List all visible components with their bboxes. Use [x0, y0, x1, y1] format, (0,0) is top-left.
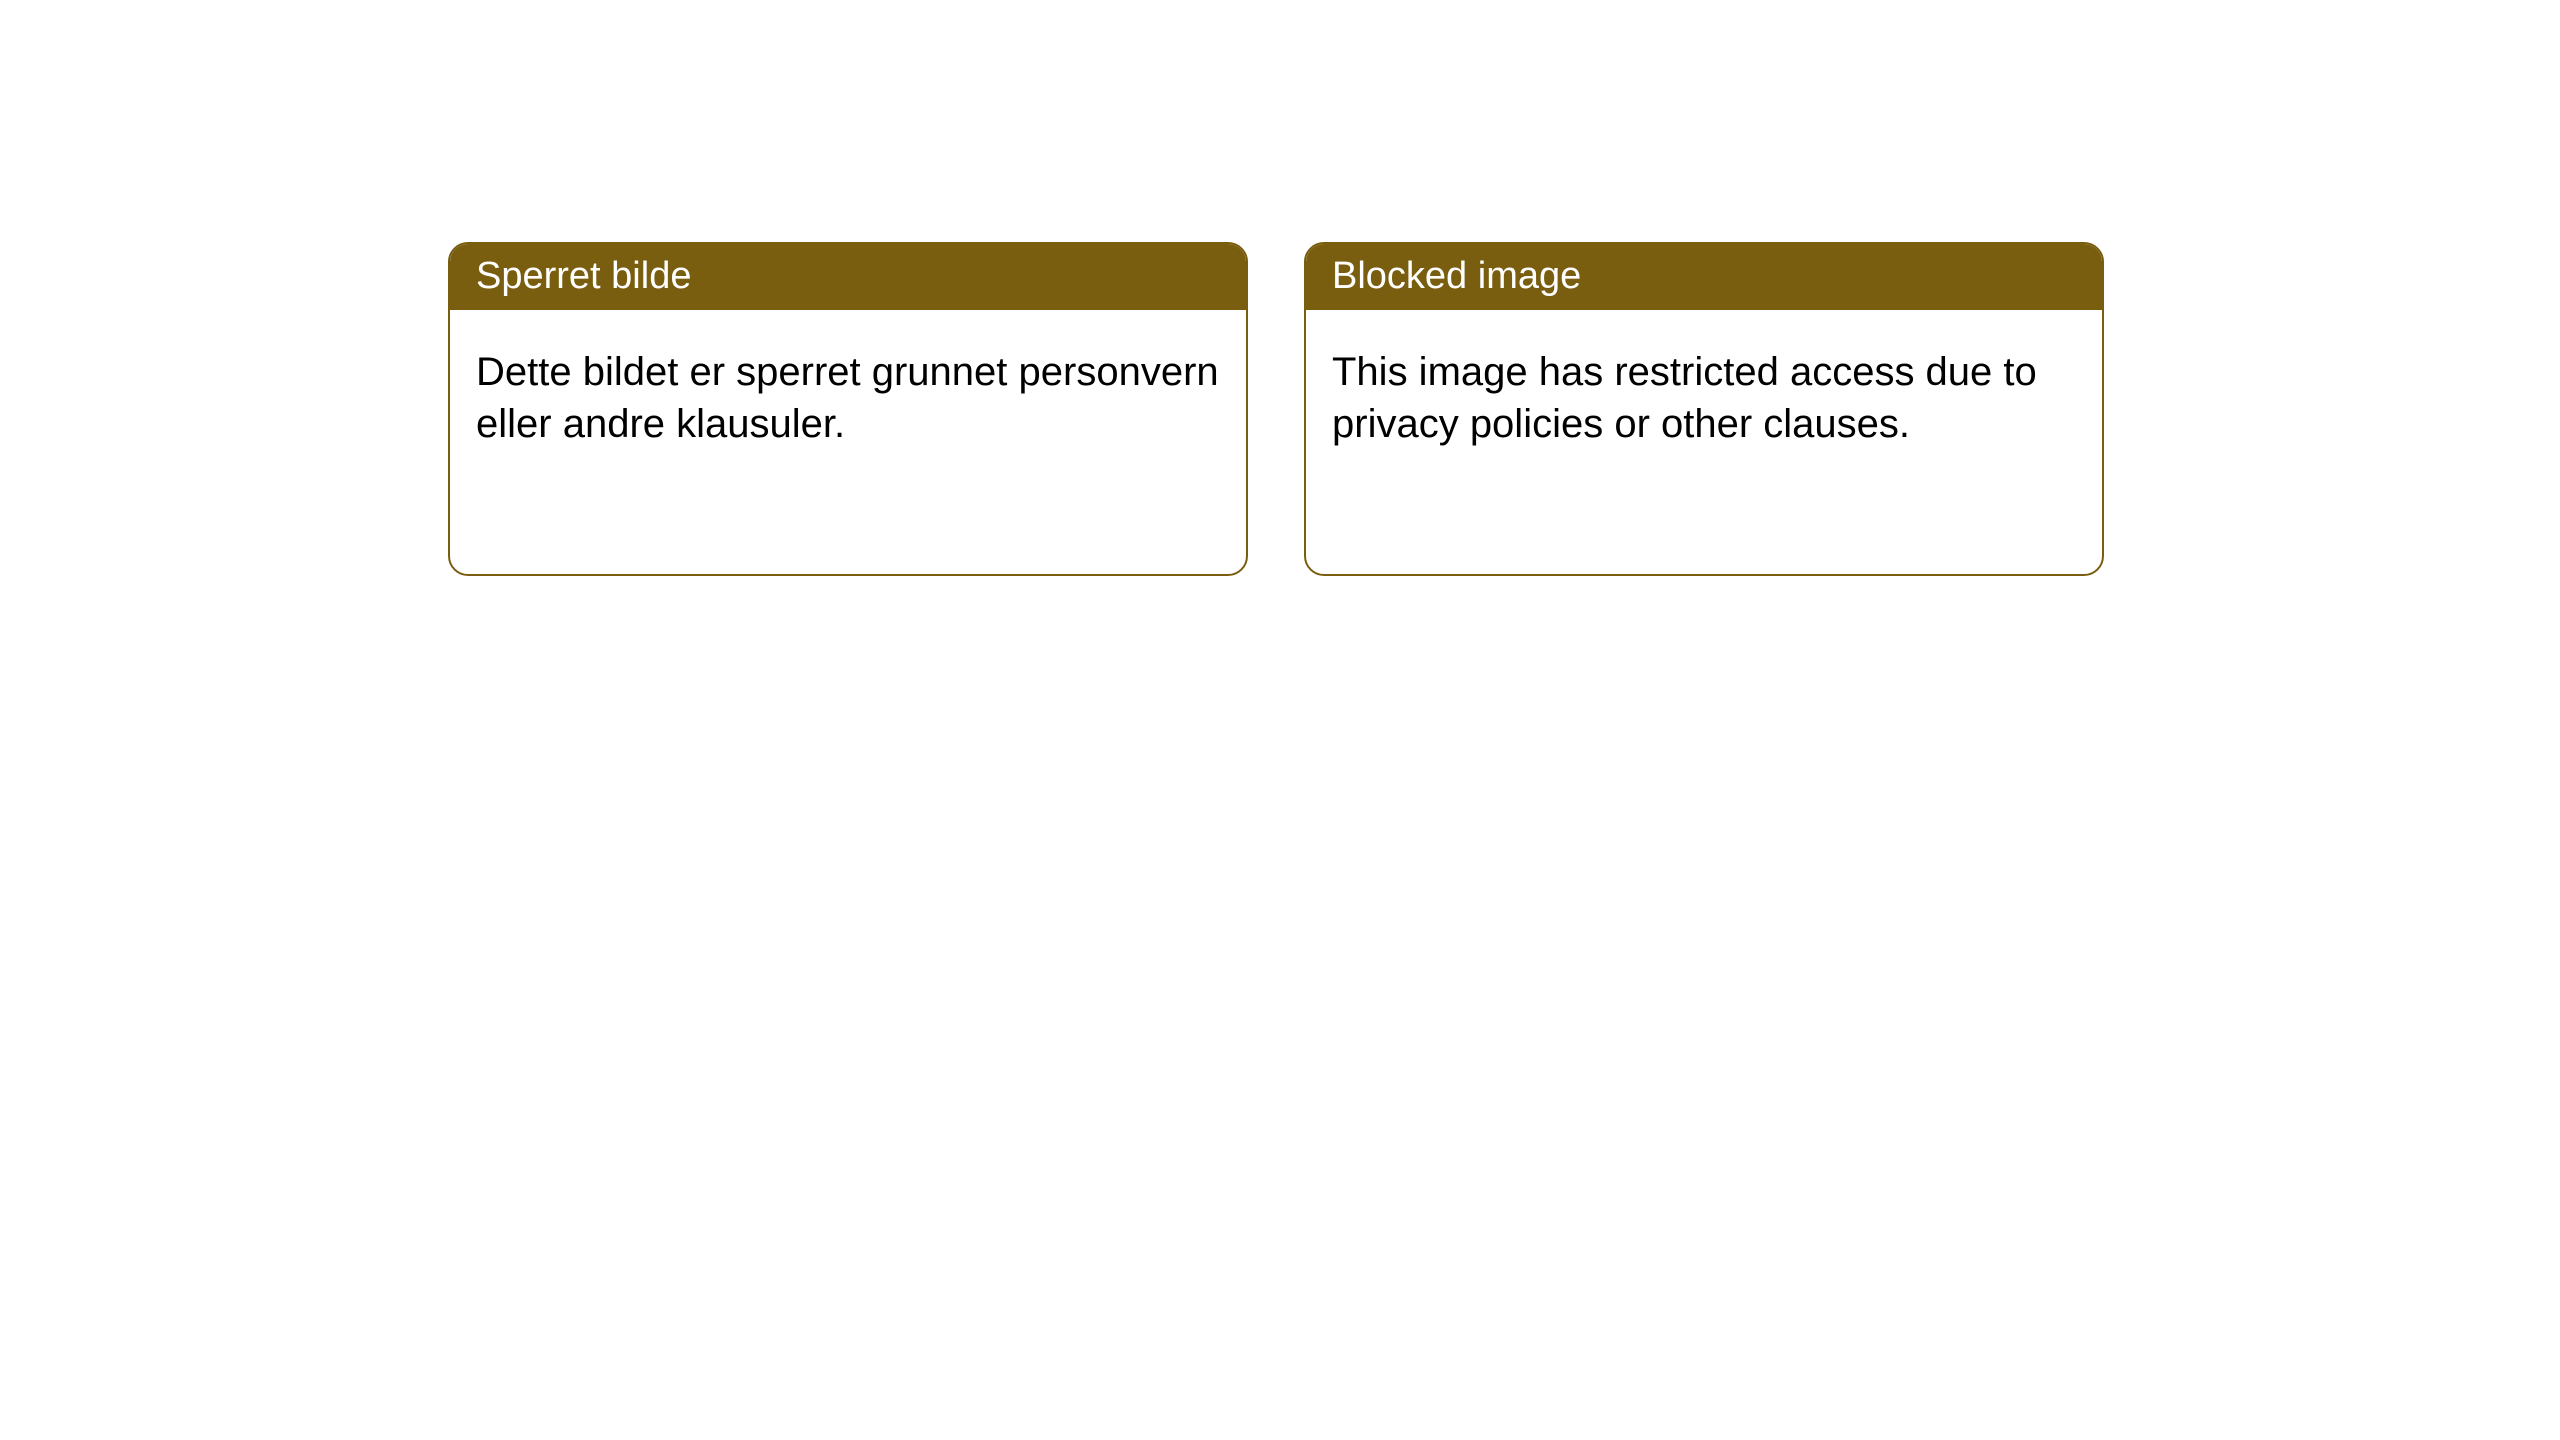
- notice-header: Sperret bilde: [450, 244, 1246, 310]
- notice-card-norwegian: Sperret bilde Dette bildet er sperret gr…: [448, 242, 1248, 576]
- notice-card-english: Blocked image This image has restricted …: [1304, 242, 2104, 576]
- notice-body: This image has restricted access due to …: [1306, 310, 2102, 574]
- notice-cards-container: Sperret bilde Dette bildet er sperret gr…: [448, 242, 2104, 576]
- notice-body: Dette bildet er sperret grunnet personve…: [450, 310, 1246, 574]
- notice-header: Blocked image: [1306, 244, 2102, 310]
